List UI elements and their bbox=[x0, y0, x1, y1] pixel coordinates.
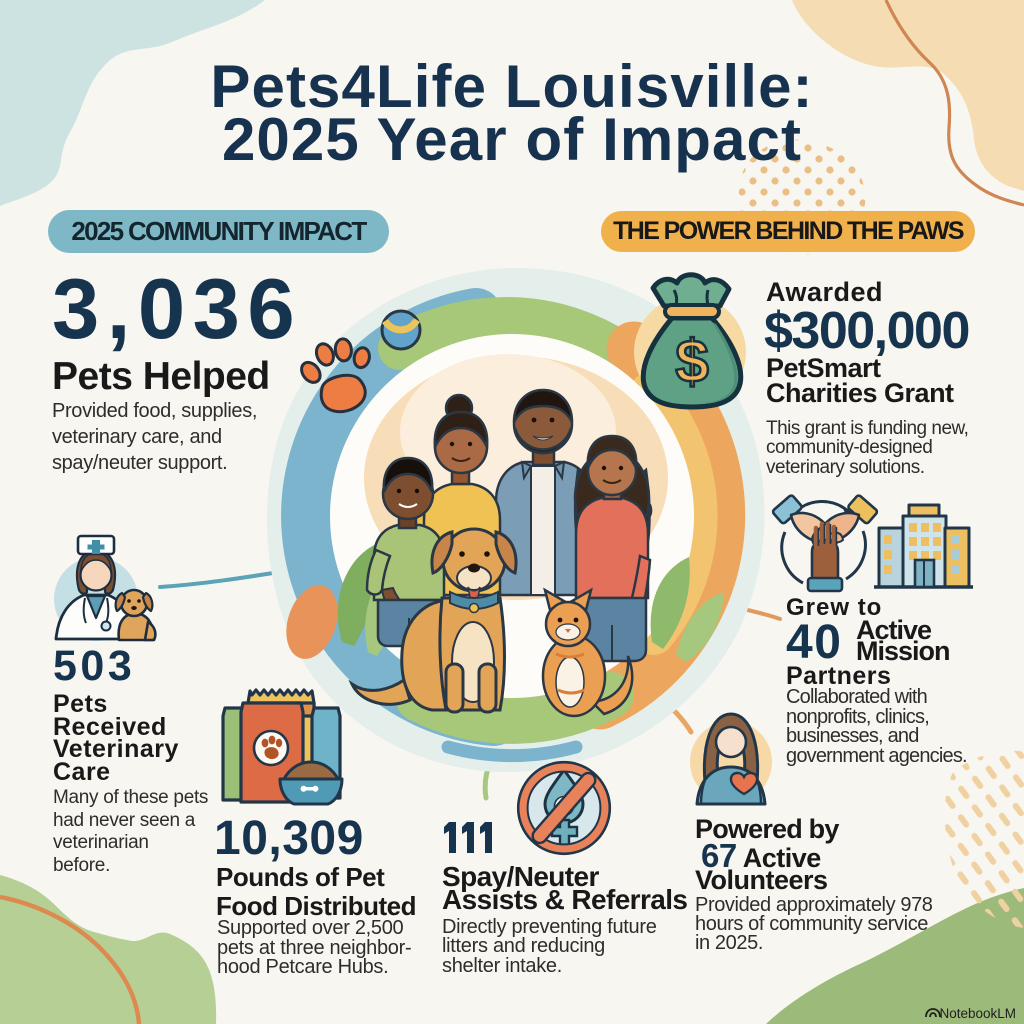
svg-text:$: $ bbox=[675, 328, 708, 395]
